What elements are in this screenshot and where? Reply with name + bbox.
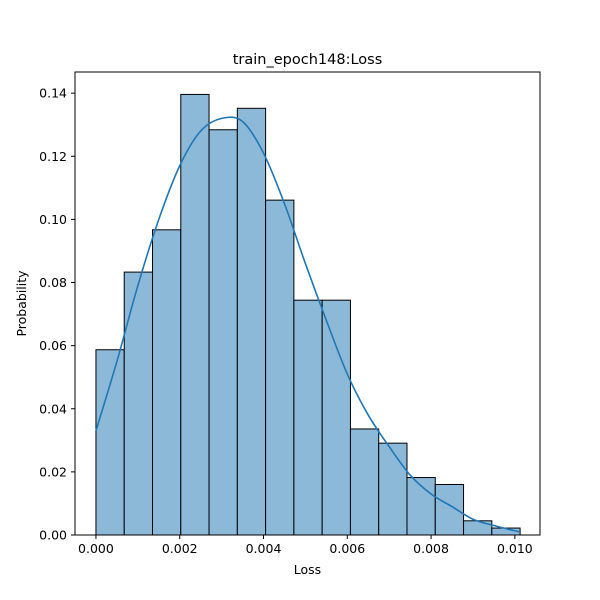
y-tick-label: 0.08 xyxy=(39,275,67,290)
histogram-bar xyxy=(236,107,267,536)
histogram-bar xyxy=(463,520,493,536)
y-tick-label: 0.14 xyxy=(39,86,67,101)
y-tick-label: 0.10 xyxy=(39,212,67,227)
histogram-bar xyxy=(180,93,210,536)
y-axis-label: Probability xyxy=(14,270,29,337)
x-axis-label: Loss xyxy=(294,562,321,577)
histogram-bar xyxy=(95,349,125,536)
histogram-bar xyxy=(406,477,436,536)
y-tick-label: 0.12 xyxy=(39,149,67,164)
y-tick-label: 0.02 xyxy=(39,464,67,479)
kde-curve xyxy=(95,116,520,533)
histogram-bar xyxy=(152,229,182,536)
y-tick-label: 0.00 xyxy=(39,528,67,543)
plot-frame xyxy=(74,71,541,536)
histogram-bar xyxy=(208,129,238,536)
histogram-bar xyxy=(349,428,380,536)
x-tick-label: 0.004 xyxy=(246,541,282,556)
x-tick-label: 0.008 xyxy=(413,541,449,556)
x-tick-label: 0.010 xyxy=(497,541,533,556)
x-tick-label: 0.002 xyxy=(162,541,198,556)
histogram-bar xyxy=(378,442,408,536)
histogram-bar xyxy=(265,199,295,536)
y-tick-label: 0.06 xyxy=(39,338,67,353)
histogram-bar xyxy=(293,299,323,536)
histogram-bars xyxy=(95,93,521,536)
histogram-bar xyxy=(434,484,465,536)
y-axis-ticks: 0.00 0.02 0.04 0.06 0.08 0.10 0.12 0.14 xyxy=(39,86,75,543)
chart-title: train_epoch148:Loss xyxy=(233,52,383,68)
histogram-bar xyxy=(123,271,154,536)
histogram-bar xyxy=(321,299,351,536)
y-tick-label: 0.04 xyxy=(39,401,67,416)
x-tick-label: 0.006 xyxy=(329,541,365,556)
x-tick-label: 0.000 xyxy=(78,541,114,556)
x-axis-ticks: 0.000 0.002 0.004 0.006 0.008 0.010 xyxy=(78,535,533,556)
